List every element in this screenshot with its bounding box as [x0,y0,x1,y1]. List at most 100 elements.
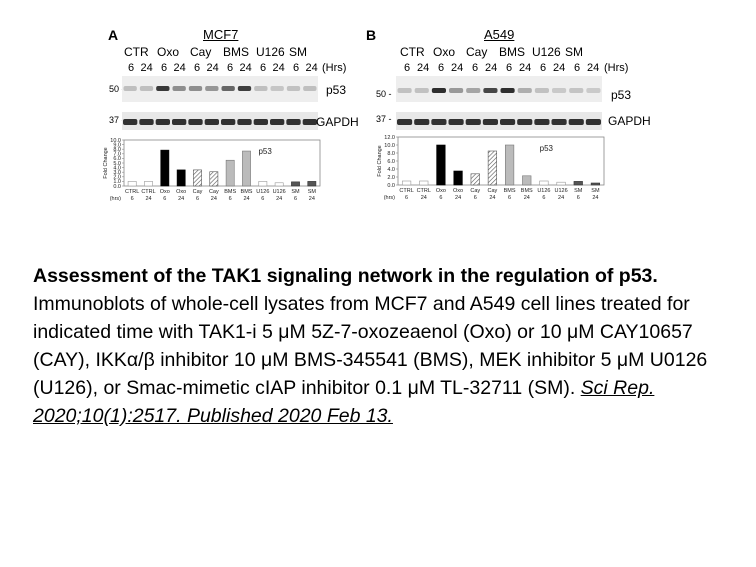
x-category-label: BMS [504,188,516,194]
protein-label-gapdh-b: GAPDH [608,114,651,128]
p53-band [449,88,464,93]
gapdh-band [465,119,481,125]
bar [209,171,219,187]
x-time-label: 6 [577,195,580,201]
time-label: 6 [293,62,300,74]
gapdh-blot-background [122,112,318,130]
x-time-label: 6 [196,196,199,202]
gapdh-band [221,119,236,125]
x-category-label: Oxo [160,189,170,195]
p53-band [205,86,219,91]
treatment-label: Cay [190,45,212,59]
x-time-label: 24 [211,196,217,202]
figure-panel-a: A MCF7 CTR Oxo Cay BMS U126 SM 6 24 6 24 6 24 6 24 6 2… [0,0,360,215]
treatment-label: Cay [466,45,488,59]
bar [470,173,480,186]
gapdh-band [155,119,170,125]
x-time-label: 24 [558,195,564,201]
gapdh-band [482,119,498,125]
gapdh-band [253,119,268,125]
x-time-label: 24 [243,196,249,202]
p53-band [270,86,284,91]
y-tick-label: 0.0 [113,184,121,190]
y-tick-label: 4.0 [113,165,121,171]
x-time-label: 6 [405,195,408,201]
p53-band [188,86,203,91]
p53-band [414,88,429,93]
figure-caption: Assessment of the TAK1 signaling network… [33,262,753,430]
gapdh-band [534,119,550,125]
gapdh-band [302,119,317,125]
treatment-labels-a: CTR Oxo Cay BMS U126 SM [124,45,324,61]
x-category-label: CTRL [125,189,139,195]
bar [590,182,601,186]
treatment-labels-b: CTR Oxo Cay BMS U126 SM [400,45,610,61]
p53-band [139,86,154,91]
gapdh-band [568,119,584,125]
time-label: 6 [472,62,479,74]
treatment-label: Oxo [157,45,180,59]
time-label: 24 [451,62,464,74]
bar [242,150,251,187]
gapdh-band [431,119,447,125]
y-tick-label: 1.0 [113,179,121,185]
p53-band [156,86,170,91]
x-category-label: SM [308,189,317,195]
y-tick-label: 8.0 [113,147,121,153]
bar [127,181,137,187]
p53-band [123,86,137,91]
time-label: 24 [485,62,498,74]
y-tick-label: 3.0 [113,170,121,176]
cell-line-title-b: A549 [484,27,515,42]
gapdh-band [500,119,516,125]
p53-band [483,88,498,93]
y-tick-label: 4.0 [387,167,395,173]
time-label: 6 [540,62,547,74]
y-tick-label: 8.0 [387,151,395,157]
x-category-label: BMS [521,188,533,194]
x-time-label: 6 [294,196,297,202]
x-category-label: U126 [537,188,550,194]
gapdh-band [123,119,138,125]
y-tick-label: 2.0 [387,175,395,181]
gapdh-blot-background [396,112,602,130]
y-tick-label: 6.0 [113,156,121,162]
treatment-label: SM [289,45,307,59]
y-tick-label: 2.0 [113,175,121,181]
x-time-label: 24 [276,196,282,202]
p53-band [254,86,268,91]
p53-band [172,86,186,91]
y-axis-label: Fold Change [103,147,109,179]
bar [504,144,515,186]
p53-blot-background [122,76,318,102]
time-label: 6 [194,62,201,74]
time-label: 24 [173,62,186,74]
time-label: 24 [587,62,600,74]
time-label: 6 [260,62,267,74]
y-tick-label: 5.0 [113,161,121,167]
x-time-label: 6 [542,195,545,201]
bar [556,181,566,186]
time-label: 24 [417,62,430,74]
bar [144,181,153,187]
bar [436,144,446,186]
gapdh-band [397,119,413,125]
chart-title: p53 [540,144,554,153]
bar [401,180,412,186]
x-time-label: 6 [229,196,232,202]
x-category-label: Oxo [453,188,463,194]
western-blot-a [122,76,318,130]
time-label: 6 [438,62,445,74]
figure-panel-b: B A549 CTR Oxo Cay BMS U126 SM 6 24 6 24 6 24 6 24 6 2… [360,0,756,215]
gapdh-band [551,119,567,125]
p53-band [466,88,481,93]
plot-frame [397,136,605,186]
bar [258,181,268,187]
caption-body-text: Immunoblots of whole-cell lysates from M… [33,293,708,399]
time-unit-label: (Hrs) [604,62,629,74]
panel-letter-a: A [108,27,119,43]
x-category-label: Cay [488,188,498,194]
caption-body: Immunoblots of whole-cell lysates from M… [33,290,753,430]
p53-band [500,88,515,93]
citation-link[interactable]: Sci Rep. 2020;10(1):2517. Published 2020… [33,377,655,427]
